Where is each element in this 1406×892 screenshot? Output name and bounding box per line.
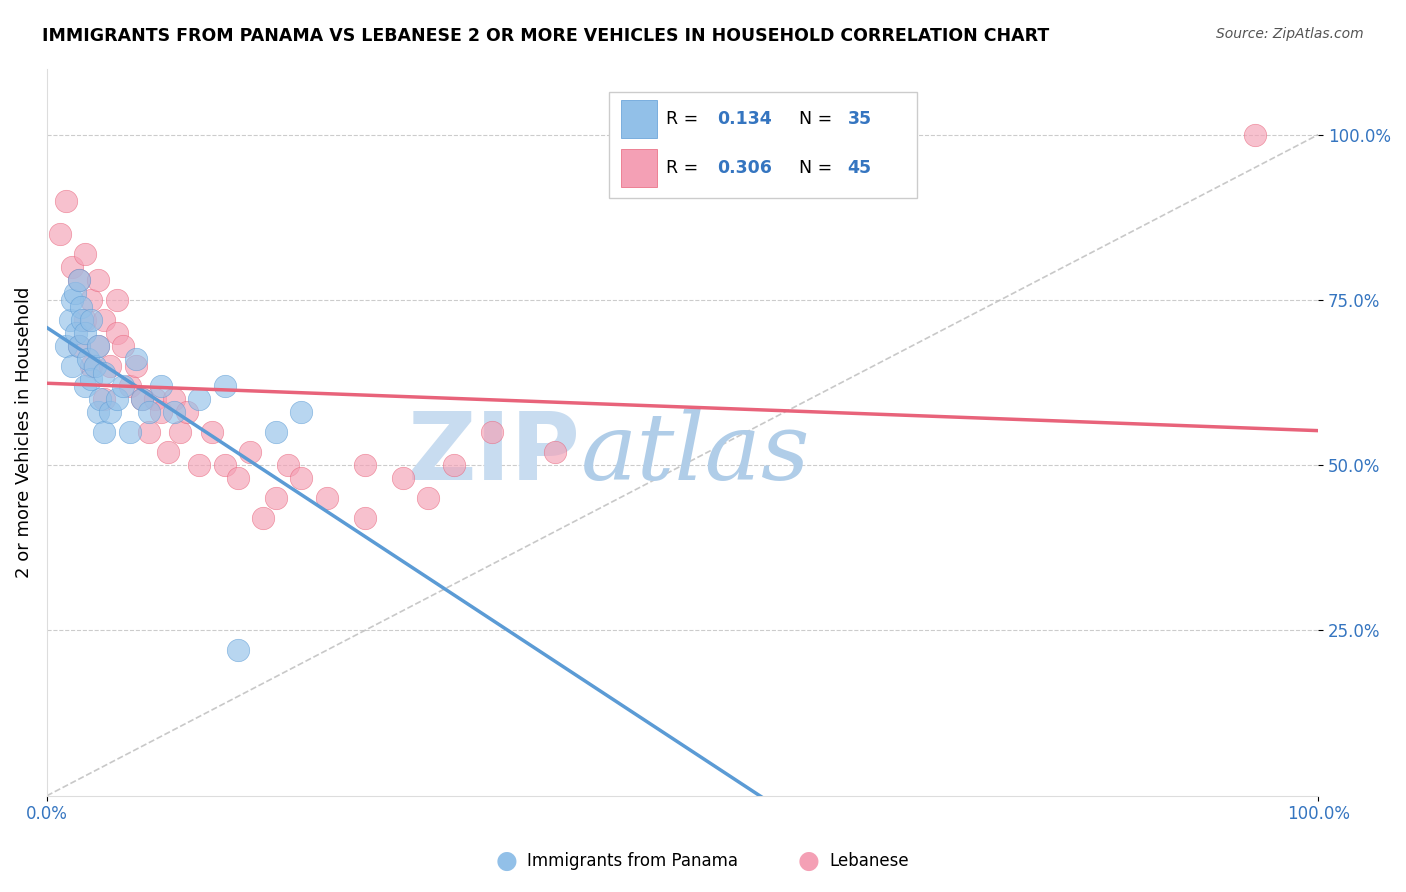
Point: [87, 273, 110, 287]
Point: [93, 366, 115, 380]
Point: [73, 326, 96, 340]
Point: [125, 352, 148, 367]
Point: [80, 372, 103, 386]
Point: [105, 293, 128, 307]
Text: ●: ●: [797, 849, 820, 872]
Point: [60, 260, 83, 274]
Text: 35: 35: [848, 110, 872, 128]
Point: [264, 425, 287, 439]
Point: [60, 359, 83, 373]
Text: ZIP: ZIP: [408, 408, 581, 500]
Point: [392, 471, 415, 485]
Point: [93, 312, 115, 326]
Y-axis label: 2 or more Vehicles in Household: 2 or more Vehicles in Household: [15, 286, 32, 578]
Point: [201, 425, 224, 439]
Point: [353, 511, 375, 525]
Point: [150, 379, 173, 393]
Text: 45: 45: [848, 159, 872, 177]
Point: [73, 379, 96, 393]
Point: [176, 405, 198, 419]
Point: [156, 445, 179, 459]
Text: ●: ●: [495, 849, 517, 872]
Point: [100, 359, 122, 373]
Point: [73, 246, 96, 260]
Point: [353, 458, 375, 473]
Point: [76, 352, 98, 367]
Point: [80, 359, 103, 373]
Point: [65, 326, 87, 340]
Point: [481, 425, 503, 439]
Point: [59, 312, 82, 326]
Point: [226, 471, 249, 485]
Point: [118, 379, 141, 393]
Point: [112, 339, 135, 353]
Point: [80, 293, 103, 307]
Point: [290, 471, 312, 485]
Point: [70, 300, 93, 314]
Text: N =: N =: [799, 159, 838, 177]
Point: [80, 312, 103, 326]
Point: [163, 392, 186, 406]
Point: [169, 425, 191, 439]
Point: [252, 511, 274, 525]
Text: Immigrants from Panama: Immigrants from Panama: [527, 852, 738, 870]
Point: [443, 458, 465, 473]
Point: [112, 379, 135, 393]
Point: [87, 405, 110, 419]
Point: [87, 339, 110, 353]
Point: [131, 392, 153, 406]
Point: [163, 405, 186, 419]
Point: [72, 312, 94, 326]
Point: [143, 392, 166, 406]
Point: [89, 392, 111, 406]
Point: [277, 458, 299, 473]
Text: R =: R =: [666, 159, 704, 177]
Point: [87, 339, 110, 353]
Point: [138, 405, 160, 419]
Point: [60, 293, 83, 307]
Point: [239, 445, 262, 459]
Point: [105, 326, 128, 340]
Point: [188, 392, 211, 406]
Point: [1243, 128, 1265, 142]
Point: [67, 273, 90, 287]
Point: [226, 643, 249, 657]
Point: [418, 491, 440, 506]
Point: [214, 458, 236, 473]
Point: [544, 445, 567, 459]
Point: [55, 194, 77, 208]
Point: [138, 425, 160, 439]
Text: N =: N =: [799, 110, 838, 128]
Point: [100, 405, 122, 419]
Point: [118, 425, 141, 439]
Point: [67, 339, 90, 353]
Text: atlas: atlas: [581, 409, 810, 499]
Point: [63, 286, 86, 301]
Point: [290, 405, 312, 419]
FancyBboxPatch shape: [620, 149, 657, 187]
Text: Source: ZipAtlas.com: Source: ZipAtlas.com: [1216, 27, 1364, 41]
Point: [93, 425, 115, 439]
Point: [67, 339, 90, 353]
Point: [55, 339, 77, 353]
Text: R =: R =: [666, 110, 704, 128]
Text: Lebanese: Lebanese: [830, 852, 910, 870]
Point: [188, 458, 211, 473]
Text: IMMIGRANTS FROM PANAMA VS LEBANESE 2 OR MORE VEHICLES IN HOUSEHOLD CORRELATION C: IMMIGRANTS FROM PANAMA VS LEBANESE 2 OR …: [42, 27, 1049, 45]
Text: 0.134: 0.134: [717, 110, 772, 128]
Point: [93, 392, 115, 406]
Point: [150, 405, 173, 419]
Point: [105, 392, 128, 406]
Point: [131, 392, 153, 406]
Point: [315, 491, 337, 506]
Point: [67, 273, 90, 287]
Point: [84, 359, 107, 373]
Point: [48, 227, 70, 241]
Text: 0.306: 0.306: [717, 159, 772, 177]
Point: [264, 491, 287, 506]
FancyBboxPatch shape: [620, 100, 657, 137]
Point: [125, 359, 148, 373]
Point: [214, 379, 236, 393]
Point: [73, 312, 96, 326]
